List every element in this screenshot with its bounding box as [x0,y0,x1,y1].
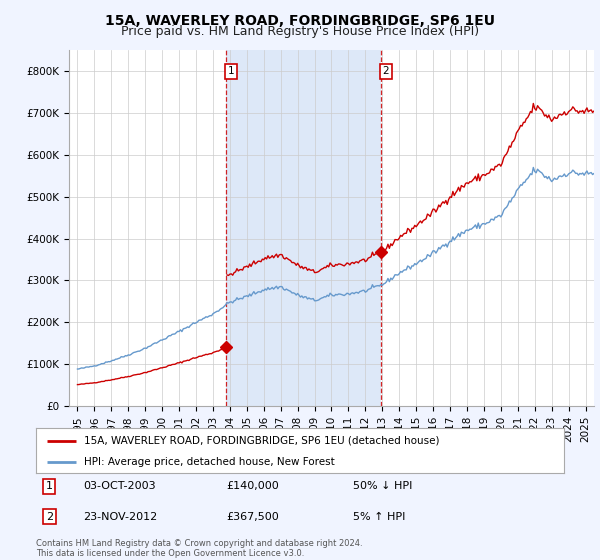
Text: 15A, WAVERLEY ROAD, FORDINGBRIDGE, SP6 1EU: 15A, WAVERLEY ROAD, FORDINGBRIDGE, SP6 1… [105,14,495,28]
Text: 03-OCT-2003: 03-OCT-2003 [83,482,156,491]
Text: 5% ↑ HPI: 5% ↑ HPI [353,512,405,521]
Text: Contains HM Land Registry data © Crown copyright and database right 2024.
This d: Contains HM Land Registry data © Crown c… [36,539,362,558]
Text: £140,000: £140,000 [226,482,279,491]
Text: 1: 1 [227,66,234,76]
Text: 2: 2 [382,66,389,76]
Text: HPI: Average price, detached house, New Forest: HPI: Average price, detached house, New … [83,457,334,467]
Text: Price paid vs. HM Land Registry's House Price Index (HPI): Price paid vs. HM Land Registry's House … [121,25,479,38]
Text: 2: 2 [46,512,53,521]
Text: 23-NOV-2012: 23-NOV-2012 [83,512,158,521]
Text: 50% ↓ HPI: 50% ↓ HPI [353,482,412,491]
Bar [226,50,380,406]
Text: 1: 1 [46,482,53,491]
Text: 15A, WAVERLEY ROAD, FORDINGBRIDGE, SP6 1EU (detached house): 15A, WAVERLEY ROAD, FORDINGBRIDGE, SP6 1… [83,436,439,446]
Text: £367,500: £367,500 [226,512,279,521]
